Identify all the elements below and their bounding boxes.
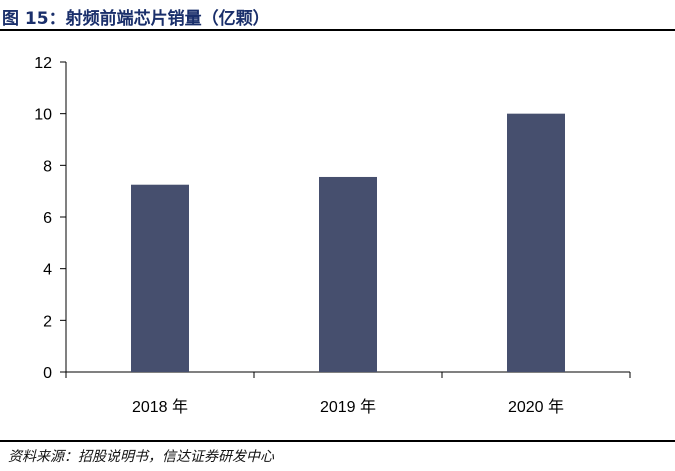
y-tick-label: 2 <box>43 313 52 330</box>
x-tick-label: 2019 年 <box>320 398 376 416</box>
bar-2020 <box>507 113 565 373</box>
bar-chart: 0 2 4 6 8 10 12 2018 年 2019 年 2020 年 <box>34 55 631 416</box>
bar-2019 <box>319 176 377 372</box>
figure-title: 图 15：射频前端芯片销量（亿颗） <box>2 9 270 29</box>
bar-2018 <box>131 184 189 372</box>
y-tick-label: 10 <box>34 107 52 124</box>
title-divider <box>0 29 675 31</box>
y-tick-label: 12 <box>34 55 52 72</box>
y-tick-label: 8 <box>43 158 52 175</box>
y-tick-label: 6 <box>43 210 52 227</box>
source-note: 资料来源：招股说明书，信达证券研发中心 <box>8 449 274 465</box>
x-tick-label: 2018 年 <box>132 398 188 416</box>
x-tick-label: 2020 年 <box>508 398 564 416</box>
y-tick-label: 4 <box>43 262 52 279</box>
y-tick-label: 0 <box>43 365 52 382</box>
source-divider <box>0 440 675 442</box>
